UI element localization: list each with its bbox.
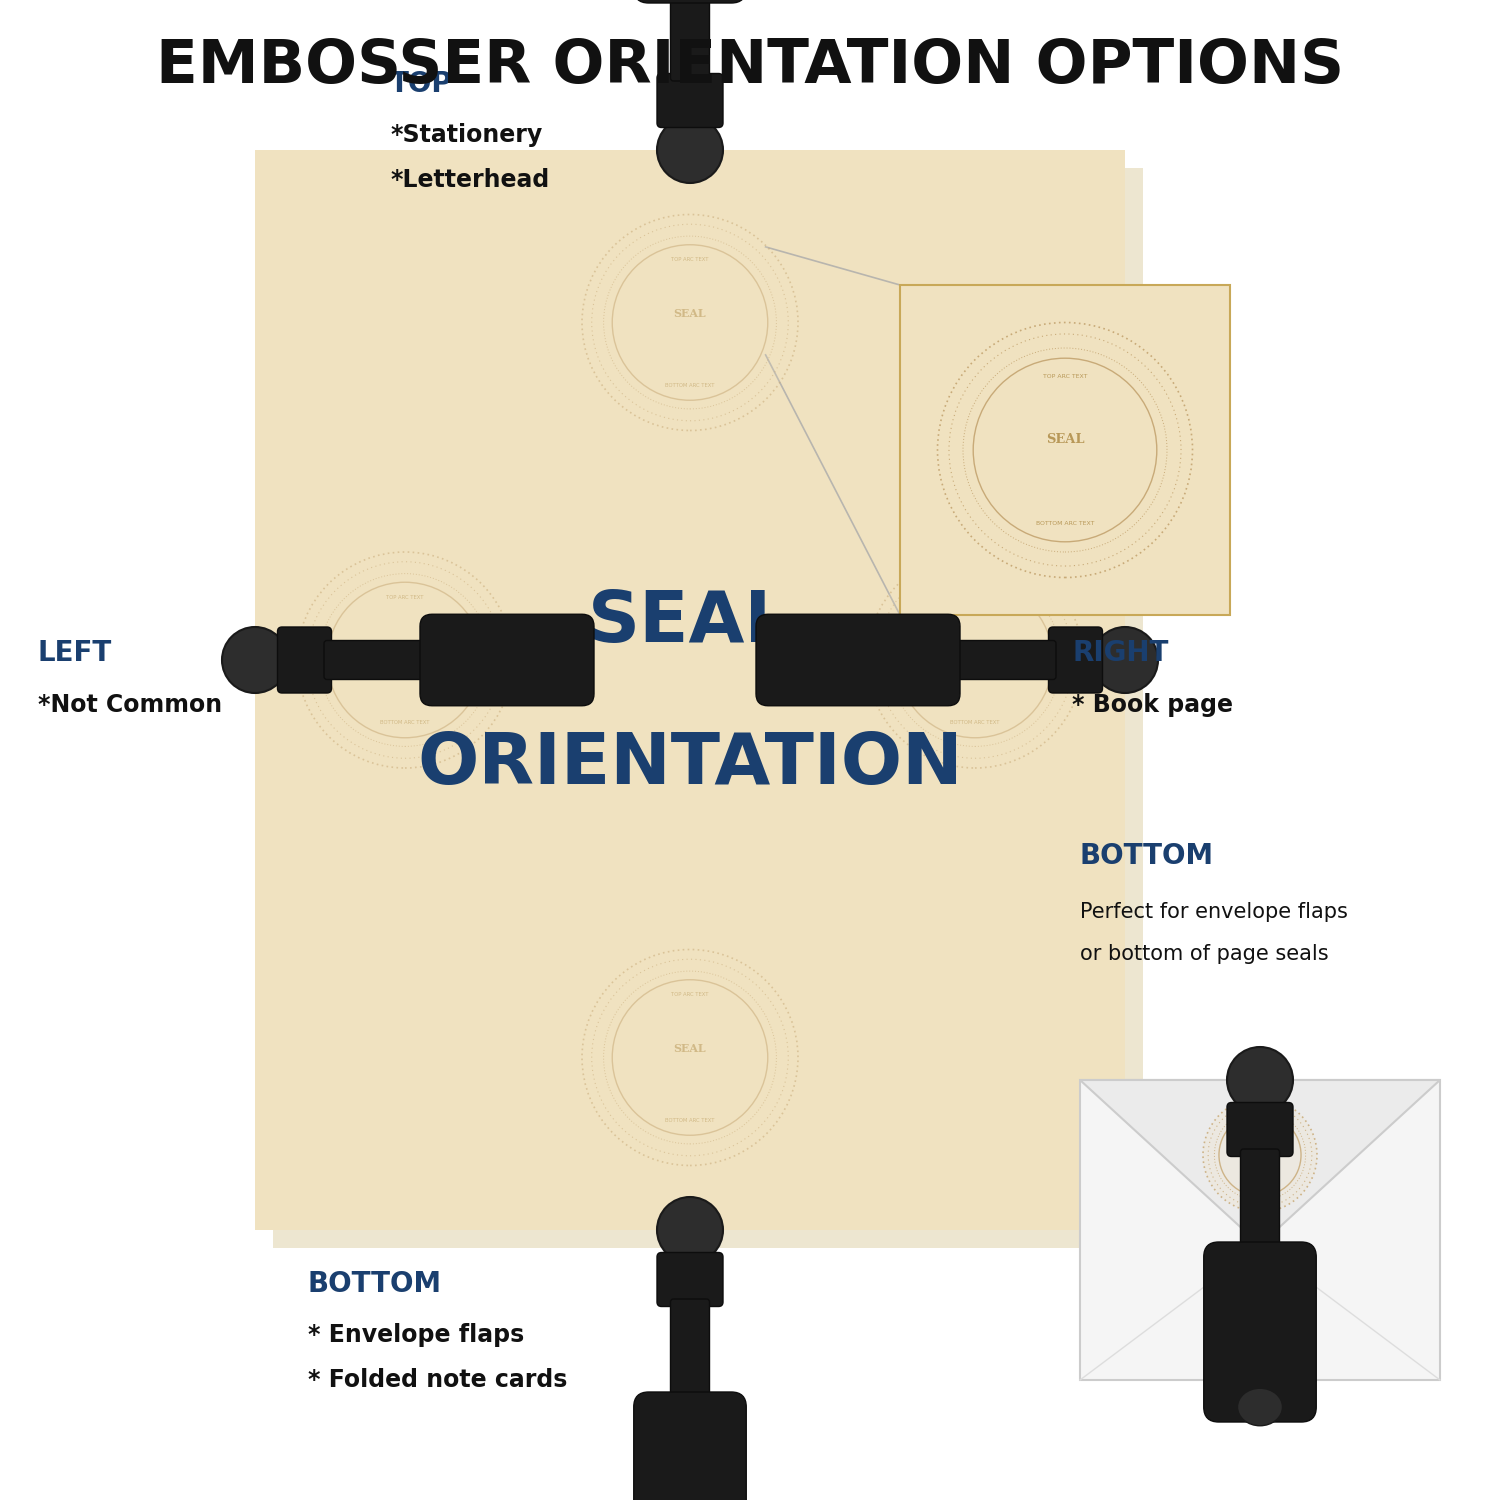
Text: SEAL: SEAL — [388, 646, 422, 657]
Polygon shape — [1080, 1080, 1440, 1245]
FancyBboxPatch shape — [1080, 1080, 1440, 1380]
FancyBboxPatch shape — [756, 615, 960, 705]
Text: SEAL: SEAL — [674, 309, 706, 320]
Text: or bottom of page seals: or bottom of page seals — [1080, 945, 1329, 964]
Ellipse shape — [1238, 1389, 1282, 1425]
Text: RIGHT: RIGHT — [1072, 639, 1168, 668]
Text: TOP: TOP — [390, 69, 453, 98]
Text: SEAL: SEAL — [1046, 433, 1084, 447]
Circle shape — [1092, 627, 1158, 693]
Text: TOP ARC TEXT: TOP ARC TEXT — [672, 258, 708, 262]
FancyBboxPatch shape — [420, 615, 594, 705]
Text: LEFT: LEFT — [38, 639, 111, 668]
Text: SEAL: SEAL — [1248, 1146, 1272, 1155]
Text: * Book page: * Book page — [1072, 693, 1233, 717]
Circle shape — [1227, 1047, 1293, 1113]
Text: ORIENTATION: ORIENTATION — [417, 730, 963, 800]
FancyBboxPatch shape — [633, 1392, 746, 1500]
FancyBboxPatch shape — [670, 0, 710, 81]
FancyBboxPatch shape — [278, 627, 332, 693]
Circle shape — [657, 117, 723, 183]
Text: SEAL: SEAL — [588, 588, 792, 657]
Text: * Folded note cards: * Folded note cards — [308, 1368, 567, 1392]
Text: * Envelope flaps: * Envelope flaps — [308, 1323, 524, 1347]
Text: BOTTOM ARC TEXT: BOTTOM ARC TEXT — [666, 1118, 714, 1122]
Circle shape — [582, 950, 798, 1166]
Text: EMBOSSER ORIENTATION OPTIONS: EMBOSSER ORIENTATION OPTIONS — [156, 38, 1344, 96]
Text: *Stationery: *Stationery — [390, 123, 543, 147]
Circle shape — [867, 552, 1083, 768]
Text: BOTTOM: BOTTOM — [1080, 842, 1214, 870]
Text: TOP ARC TEXT: TOP ARC TEXT — [1042, 374, 1088, 378]
Circle shape — [297, 552, 513, 768]
FancyBboxPatch shape — [273, 168, 1143, 1248]
Circle shape — [582, 214, 798, 430]
FancyBboxPatch shape — [1227, 1102, 1293, 1156]
Text: SEAL: SEAL — [674, 1044, 706, 1054]
Text: Perfect for envelope flaps: Perfect for envelope flaps — [1080, 903, 1348, 922]
Text: BOTTOM ARC TEXT: BOTTOM ARC TEXT — [1240, 1186, 1280, 1190]
FancyBboxPatch shape — [633, 0, 746, 3]
FancyBboxPatch shape — [1240, 1149, 1280, 1260]
Text: BOTTOM: BOTTOM — [308, 1269, 441, 1298]
Text: BOTTOM ARC TEXT: BOTTOM ARC TEXT — [666, 382, 714, 387]
Text: TOP ARC TEXT: TOP ARC TEXT — [957, 596, 993, 600]
Text: *Not Common: *Not Common — [38, 693, 222, 717]
Circle shape — [222, 627, 288, 693]
FancyBboxPatch shape — [1048, 627, 1102, 693]
FancyBboxPatch shape — [670, 1299, 710, 1410]
Circle shape — [1203, 1098, 1317, 1212]
FancyBboxPatch shape — [657, 74, 723, 128]
Text: BOTTOM ARC TEXT: BOTTOM ARC TEXT — [951, 720, 999, 724]
Circle shape — [657, 1197, 723, 1263]
Text: TOP ARC TEXT: TOP ARC TEXT — [1245, 1120, 1275, 1124]
Text: TOP ARC TEXT: TOP ARC TEXT — [387, 596, 423, 600]
Text: TOP ARC TEXT: TOP ARC TEXT — [672, 993, 708, 998]
Text: SEAL: SEAL — [958, 646, 992, 657]
Text: *Letterhead: *Letterhead — [390, 168, 549, 192]
FancyBboxPatch shape — [1203, 1242, 1317, 1422]
Circle shape — [938, 322, 1192, 578]
FancyBboxPatch shape — [945, 640, 1056, 680]
FancyBboxPatch shape — [900, 285, 1230, 615]
FancyBboxPatch shape — [255, 150, 1125, 1230]
FancyBboxPatch shape — [324, 640, 435, 680]
Text: BOTTOM ARC TEXT: BOTTOM ARC TEXT — [381, 720, 429, 724]
FancyBboxPatch shape — [657, 1252, 723, 1306]
Text: BOTTOM ARC TEXT: BOTTOM ARC TEXT — [1036, 522, 1094, 526]
